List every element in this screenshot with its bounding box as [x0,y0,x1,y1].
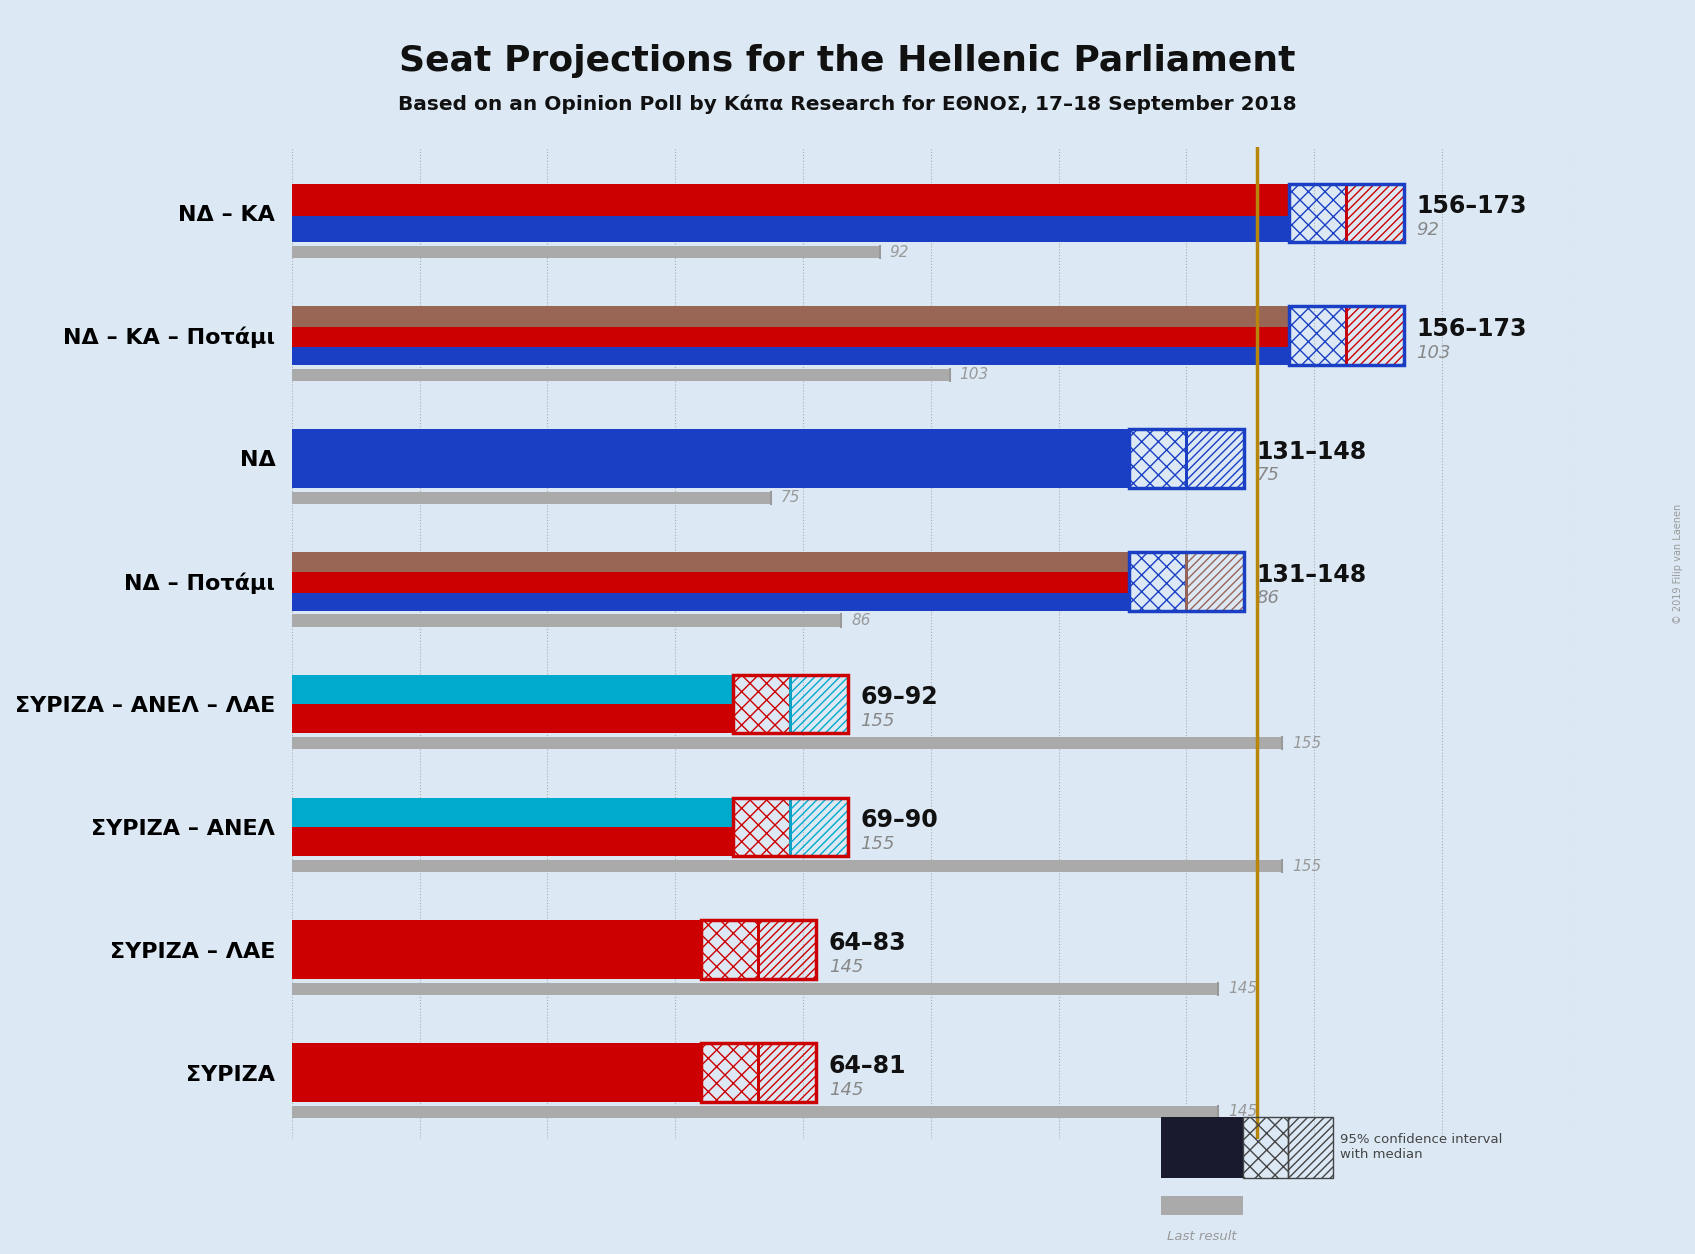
Bar [292,920,700,979]
Text: 131–148: 131–148 [1256,440,1366,464]
Bar [292,593,1129,611]
Text: 86: 86 [851,613,871,628]
Bar [292,675,732,703]
Text: 145: 145 [1227,982,1258,997]
Bar [292,798,732,826]
Text: 75: 75 [1256,466,1280,484]
Text: 145: 145 [1227,1105,1258,1120]
Bar [292,983,1219,996]
Bar [292,429,1129,488]
Bar [1288,1117,1332,1178]
Bar [1186,429,1244,488]
Text: 155: 155 [1292,859,1320,874]
Bar [700,1043,758,1102]
Text: 155: 155 [861,712,895,730]
Text: 92: 92 [890,245,909,260]
Bar [292,614,841,627]
Bar [1129,552,1244,611]
Text: 145: 145 [829,958,863,976]
Bar [1129,429,1244,488]
Bar [732,798,790,856]
Bar [292,492,771,504]
Bar [292,737,1283,750]
Text: 131–148: 131–148 [1256,563,1366,587]
Text: Based on an Opinion Poll by Κάπα Research for ΕΘΝΟΣ, 17–18 September 2018: Based on an Opinion Poll by Κάπα Researc… [398,94,1297,114]
Bar [292,183,1288,216]
Bar [292,860,1283,873]
Text: 86: 86 [1256,589,1280,607]
Text: 103: 103 [1417,344,1451,361]
Text: 75: 75 [781,490,800,505]
Bar [292,327,1288,347]
Text: 155: 155 [861,835,895,853]
Text: 69–90: 69–90 [861,809,939,833]
Bar [1288,306,1403,365]
Text: 95% confidence interval
with median: 95% confidence interval with median [1341,1134,1502,1161]
Text: 156–173: 156–173 [1417,317,1527,341]
Text: Seat Projections for the Hellenic Parliament: Seat Projections for the Hellenic Parlia… [400,44,1295,78]
Bar [1346,306,1403,365]
Bar [758,920,815,979]
Bar [292,552,1129,573]
Text: 69–92: 69–92 [861,686,939,710]
Bar [292,573,1129,593]
Bar [292,703,732,734]
Text: 64–83: 64–83 [829,932,907,956]
Bar [1129,552,1186,611]
Bar [1288,183,1346,242]
Bar [790,798,848,856]
Bar [292,347,1288,365]
Text: 145: 145 [829,1081,863,1099]
Text: Last result: Last result [1168,1230,1237,1243]
Bar [1161,1117,1242,1178]
Bar [292,1106,1219,1117]
Bar [758,1043,815,1102]
Bar [1129,429,1186,488]
Text: 64–81: 64–81 [829,1053,907,1078]
Bar [1242,1117,1288,1178]
Bar [732,798,848,856]
Text: 92: 92 [1417,221,1439,238]
Bar [700,1043,815,1102]
Bar [292,306,1288,327]
Bar [292,1043,700,1102]
Bar [1288,306,1346,365]
Bar [732,675,790,734]
Bar [700,920,758,979]
Bar [292,826,732,856]
Text: 155: 155 [1292,736,1320,751]
Bar [790,675,848,734]
Bar [292,369,949,381]
Bar [1186,552,1244,611]
Bar [700,920,815,979]
Bar [1346,183,1403,242]
Bar [1288,183,1403,242]
Text: 156–173: 156–173 [1417,194,1527,218]
Bar [292,216,1288,242]
Text: 103: 103 [959,367,988,382]
Bar [292,246,880,258]
Bar [732,675,848,734]
Bar [1161,1196,1242,1215]
Text: © 2019 Filip van Laenen: © 2019 Filip van Laenen [1673,504,1683,624]
